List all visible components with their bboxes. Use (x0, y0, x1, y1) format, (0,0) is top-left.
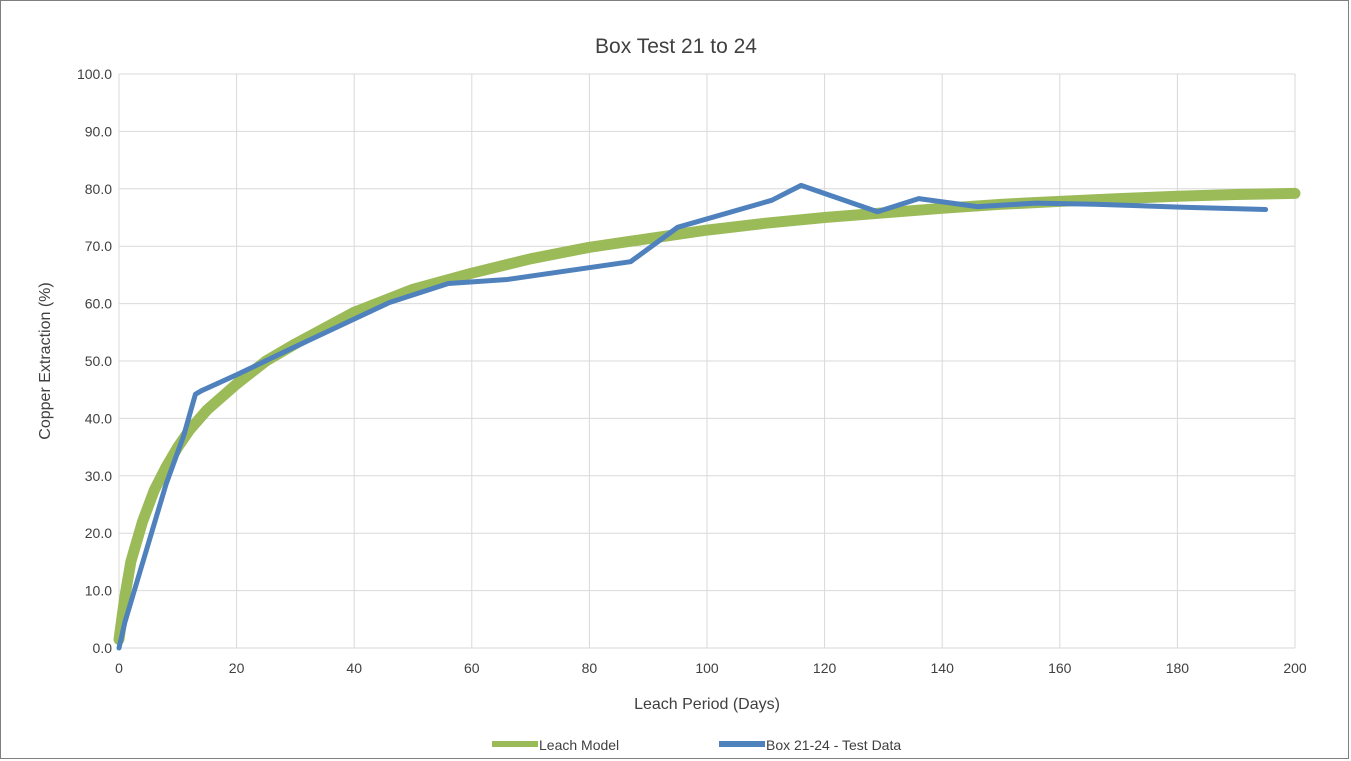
axis-layer: 0.0 10.0 20.0 30.0 40.0 50.0 60.0 70.0 80.0 90.0 1… (77, 66, 1307, 676)
y-tick-label: 80.0 (85, 181, 112, 197)
x-tick-label: 60 (464, 660, 480, 676)
x-tick-label: 20 (229, 660, 245, 676)
legend-label-leach-model: Leach Model (539, 737, 619, 753)
y-tick-label: 100.0 (77, 66, 112, 82)
grid-layer (118, 73, 1296, 649)
series-layer (113, 182, 1301, 651)
y-tick-label: 10.0 (85, 583, 112, 599)
series-line-box-21-24-test-data (116, 182, 1269, 651)
x-tick-label: 100 (695, 660, 719, 676)
y-tick-label: 70.0 (85, 238, 112, 254)
x-tick-label: 140 (931, 660, 955, 676)
y-tick-label: 60.0 (85, 296, 112, 312)
legend-label-test-data: Box 21-24 - Test Data (766, 737, 901, 753)
y-tick-label: 50.0 (85, 353, 112, 369)
x-tick-label: 80 (582, 660, 598, 676)
y-tick-label: 90.0 (85, 123, 112, 139)
legend: Leach Model Box 21-24 - Test Data (492, 737, 901, 753)
y-tick-label: 40.0 (85, 410, 112, 426)
y-tick-label: 30.0 (85, 468, 112, 484)
y-tick-label: 20.0 (85, 525, 112, 541)
x-axis-label: Leach Period (Days) (634, 696, 780, 713)
x-tick-label: 200 (1283, 660, 1307, 676)
x-tick-label: 160 (1048, 660, 1072, 676)
x-tick-label: 120 (813, 660, 837, 676)
x-tick-label: 180 (1166, 660, 1190, 676)
chart-title: Box Test 21 to 24 (595, 35, 757, 58)
x-tick-label: 0 (115, 660, 123, 676)
y-axis-label: Copper Extraction (%) (37, 282, 54, 439)
y-tick-label: 0.0 (93, 640, 113, 656)
x-tick-label: 40 (346, 660, 362, 676)
